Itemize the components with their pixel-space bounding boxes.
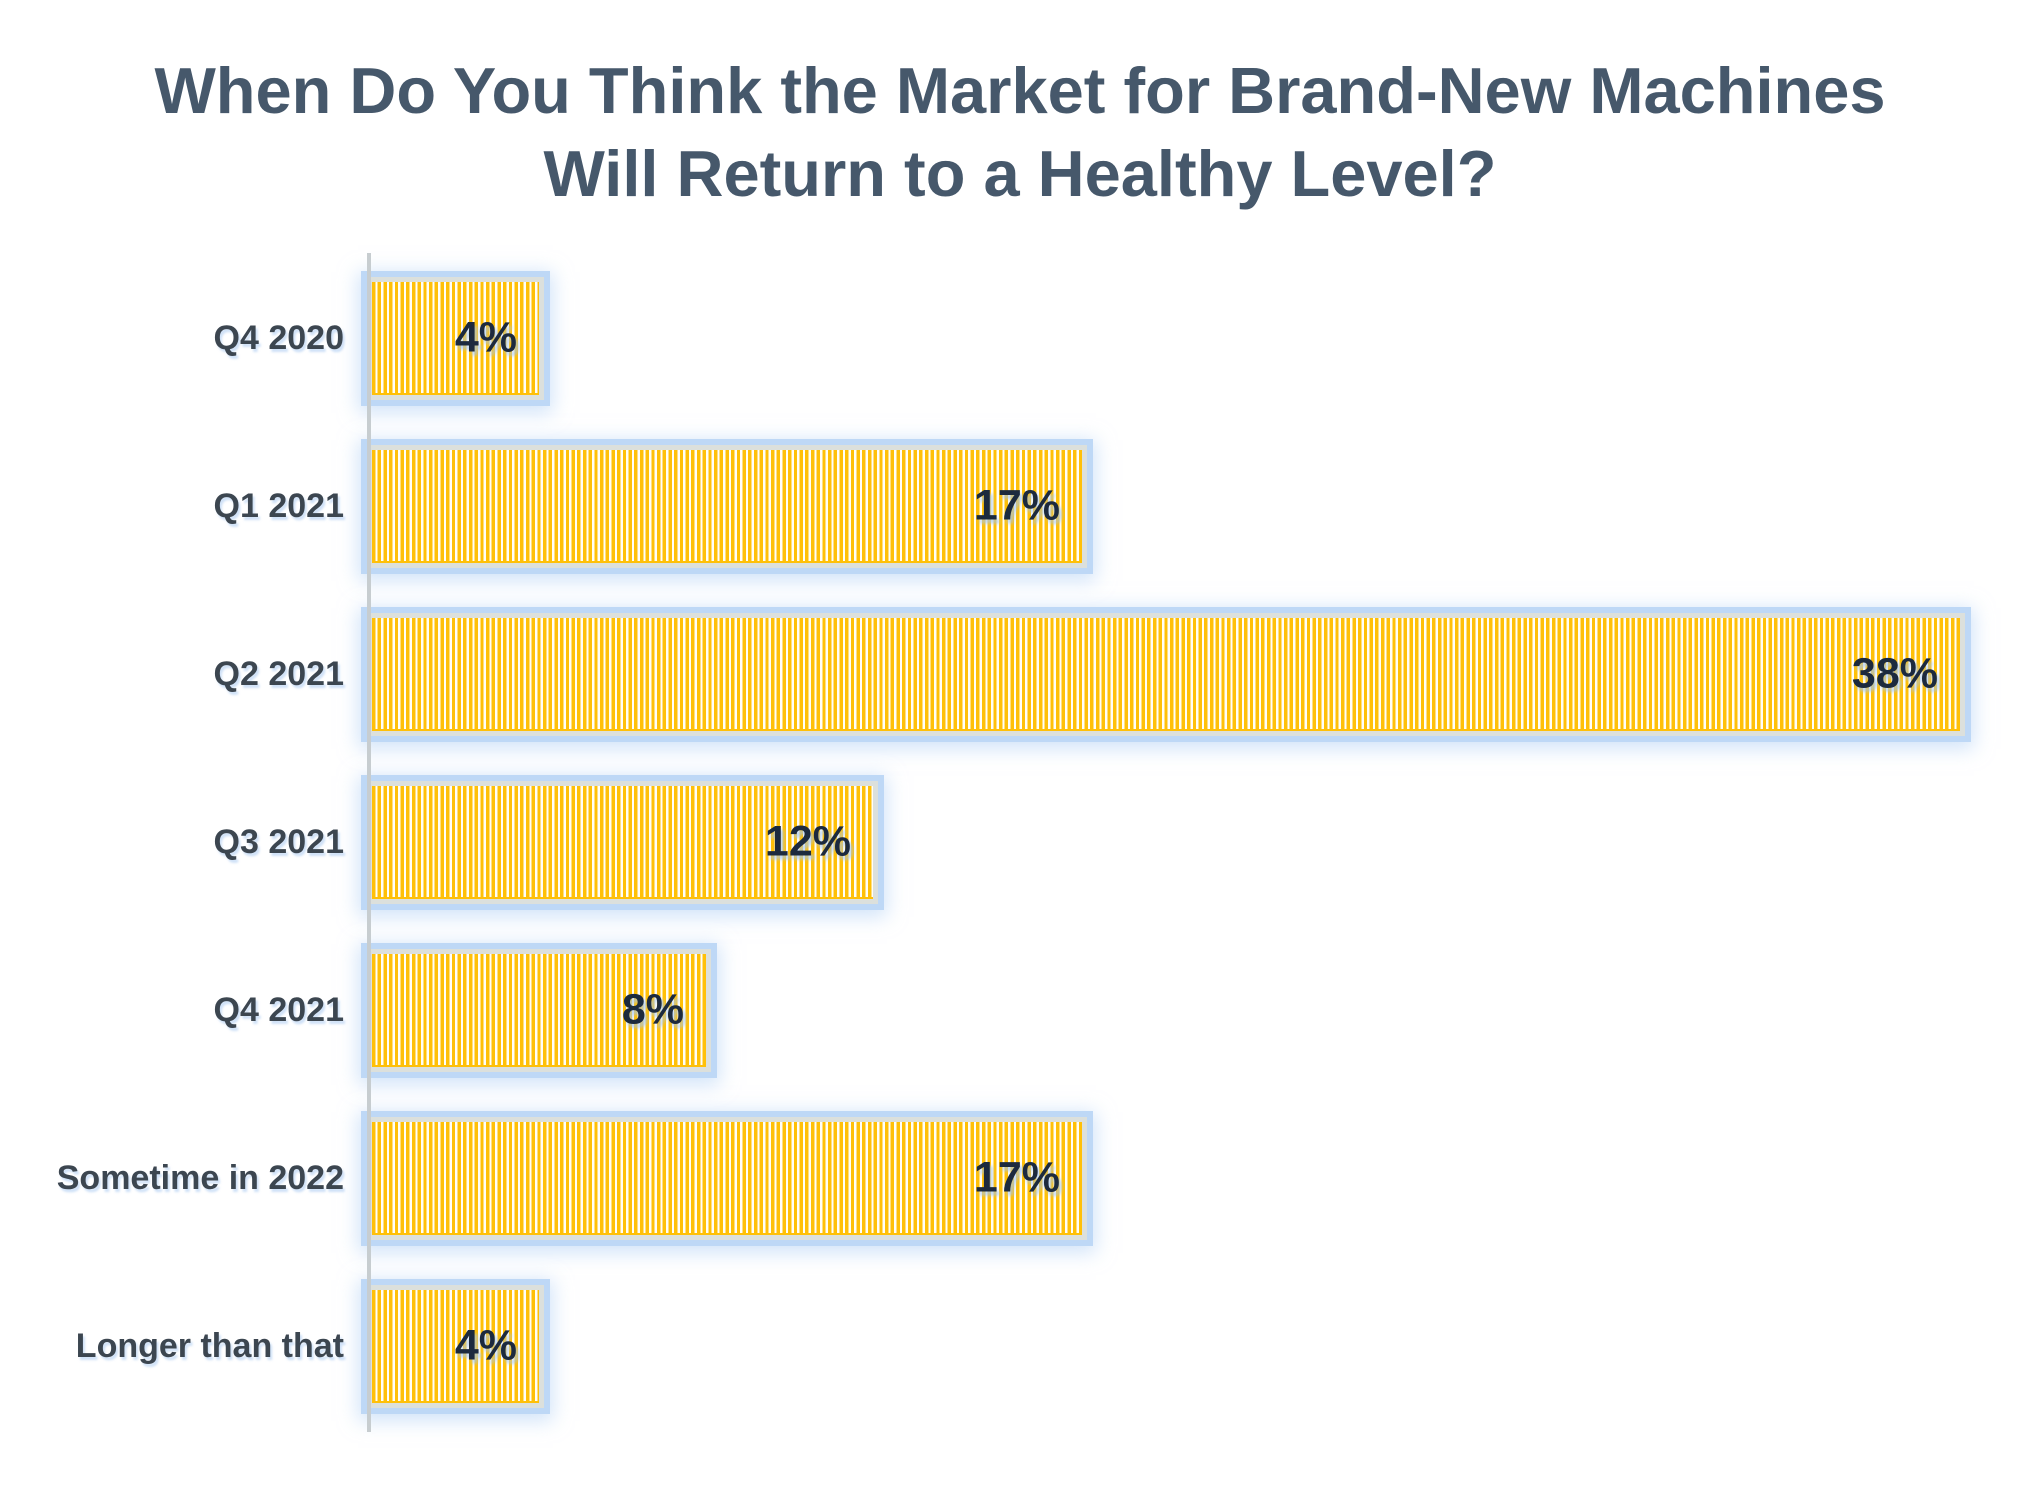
bar-row: Q4 2021 8%: [0, 954, 2031, 1067]
bar-row: Sometime in 2022 17%: [0, 1122, 2031, 1235]
bar: 17%: [372, 1122, 1082, 1235]
bar-row: Q4 2020 4%: [0, 282, 2031, 395]
category-label: Sometime in 2022: [56, 1159, 344, 1197]
value-label: 4%: [454, 313, 517, 361]
category-label: Q4 2020: [213, 319, 344, 357]
value-label: 17%: [973, 481, 1060, 529]
bar: 38%: [372, 618, 1960, 731]
category-label: Q3 2021: [213, 823, 344, 861]
category-label: Q4 2021: [213, 991, 344, 1029]
category-label: Q1 2021: [213, 487, 344, 525]
y-axis-line: [367, 253, 371, 1432]
bar-row: Q1 2021 17%: [0, 450, 2031, 563]
bar-row: Q2 2021 38%: [0, 618, 2031, 731]
chart-title-line-2: Will Return to a Healthy Level?: [543, 136, 1497, 210]
bar-row: Q3 2021 12%: [0, 786, 2031, 899]
bar-row: Longer than that 4%: [0, 1290, 2031, 1403]
value-label: 12%: [764, 817, 851, 865]
chart-title: When Do You Think the Market for Brand-N…: [55, 50, 1985, 215]
category-label: Longer than that: [75, 1327, 344, 1365]
value-label: 17%: [973, 1153, 1060, 1201]
bar: 8%: [372, 954, 706, 1067]
bar: 17%: [372, 450, 1082, 563]
chart-title-line-1: When Do You Think the Market for Brand-N…: [154, 54, 1886, 127]
value-label: 4%: [454, 1321, 517, 1369]
bar: 4%: [372, 1290, 539, 1403]
category-label: Q2 2021: [213, 655, 344, 693]
bar: 12%: [372, 786, 873, 899]
value-label: 38%: [1851, 649, 1938, 697]
value-label: 8%: [621, 985, 684, 1033]
bar: 4%: [372, 282, 539, 395]
